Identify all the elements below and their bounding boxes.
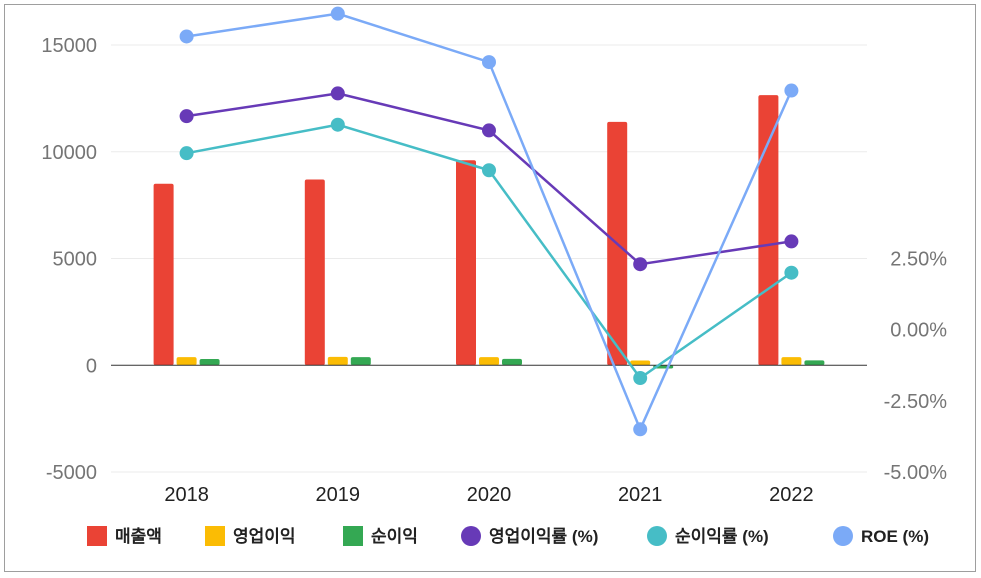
point-ROE (%)-2022 (784, 83, 799, 98)
bar-영업이익-2019 (327, 356, 348, 366)
point-순이익률 (%)-2018 (179, 146, 194, 161)
combo-chart: 15000 10000 5000 0 -5000 2.50% 0.00% -2.50% -5.… (41, 6, 948, 546)
gridlines (111, 44, 867, 473)
legend-label: 영업이익률 (%) (489, 527, 598, 546)
bar-영업이익-2020 (479, 357, 499, 366)
left-axis: 15000 10000 5000 0 -5000 (41, 35, 97, 484)
bar-순이익-2019 (350, 357, 371, 366)
legend-swatch (87, 526, 107, 546)
bar-매출액-2022 (758, 95, 779, 366)
bar-영업이익-2022 (781, 357, 802, 366)
x-tick-label: 2022 (769, 484, 814, 506)
x-tick-label: 2019 (316, 484, 361, 506)
bar-순이익-2020 (502, 358, 522, 366)
point-순이익률 (%)-2021 (633, 371, 648, 386)
x-axis: 2018 2019 2020 2021 2022 (164, 484, 813, 506)
point-ROE (%)-2020 (482, 55, 496, 70)
legend-swatch (343, 526, 363, 546)
point-ROE (%)-2018 (179, 29, 194, 44)
x-tick-label: 2020 (467, 484, 512, 506)
point-ROE (%)-2019 (330, 6, 345, 21)
right-axis: 2.50% 0.00% -2.50% -5.00% (884, 249, 948, 485)
bar-순이익-2022 (804, 360, 825, 366)
point-영업이익률 (%)-2020 (482, 123, 496, 138)
line-영업이익률 (%) (186, 92, 792, 266)
x-tick-label: 2021 (618, 484, 663, 506)
left-tick-label: 10000 (41, 142, 97, 164)
point-순이익률 (%)-2020 (482, 163, 496, 178)
legend-swatch (647, 526, 667, 546)
bar-매출액-2018 (153, 183, 174, 366)
legend-swatch (205, 526, 225, 546)
bar-영업이익-2021 (630, 360, 651, 366)
left-tick-label: 5000 (53, 249, 98, 271)
legend-label: 순이익 (371, 527, 418, 546)
point-영업이익률 (%)-2018 (179, 109, 194, 124)
right-tick-label: 0.00% (890, 320, 947, 342)
line-순이익률 (%) (186, 123, 793, 380)
legend-label: 영업이익 (233, 527, 296, 546)
legend-label: 순이익률 (%) (675, 527, 769, 546)
legend-swatch (833, 526, 853, 546)
legend-swatch (461, 526, 481, 546)
right-tick-label: 2.50% (890, 249, 947, 271)
bar-영업이익-2018 (176, 357, 197, 366)
legend-label: ROE (%) (861, 527, 929, 546)
legend-label: 매출액 (115, 527, 162, 546)
point-영업이익률 (%)-2019 (330, 86, 345, 101)
left-tick-label: 15000 (41, 35, 97, 57)
right-tick-label: -2.50% (884, 391, 948, 413)
point-순이익률 (%)-2019 (330, 117, 345, 132)
bar-매출액-2019 (304, 179, 325, 366)
legend: 매출액 영업이익 순이익 영업이익률 (%) 순이익률 (%) ROE (%) (87, 526, 929, 546)
point-ROE (%)-2021 (633, 422, 648, 437)
chart-frame: 15000 10000 5000 0 -5000 2.50% 0.00% -2.50% -5.… (4, 4, 976, 572)
right-tick-label: -5.00% (884, 462, 948, 484)
left-tick-label: -5000 (46, 462, 97, 484)
point-영업이익률 (%)-2022 (784, 234, 799, 249)
bar-매출액-2020 (456, 160, 476, 366)
point-영업이익률 (%)-2021 (633, 257, 648, 272)
point-순이익률 (%)-2022 (784, 265, 799, 280)
left-tick-label: 0 (86, 355, 97, 377)
bar-순이익-2018 (199, 359, 220, 366)
x-tick-label: 2018 (164, 484, 209, 506)
line-ROE (%) (186, 12, 793, 433)
line-series (179, 6, 799, 437)
